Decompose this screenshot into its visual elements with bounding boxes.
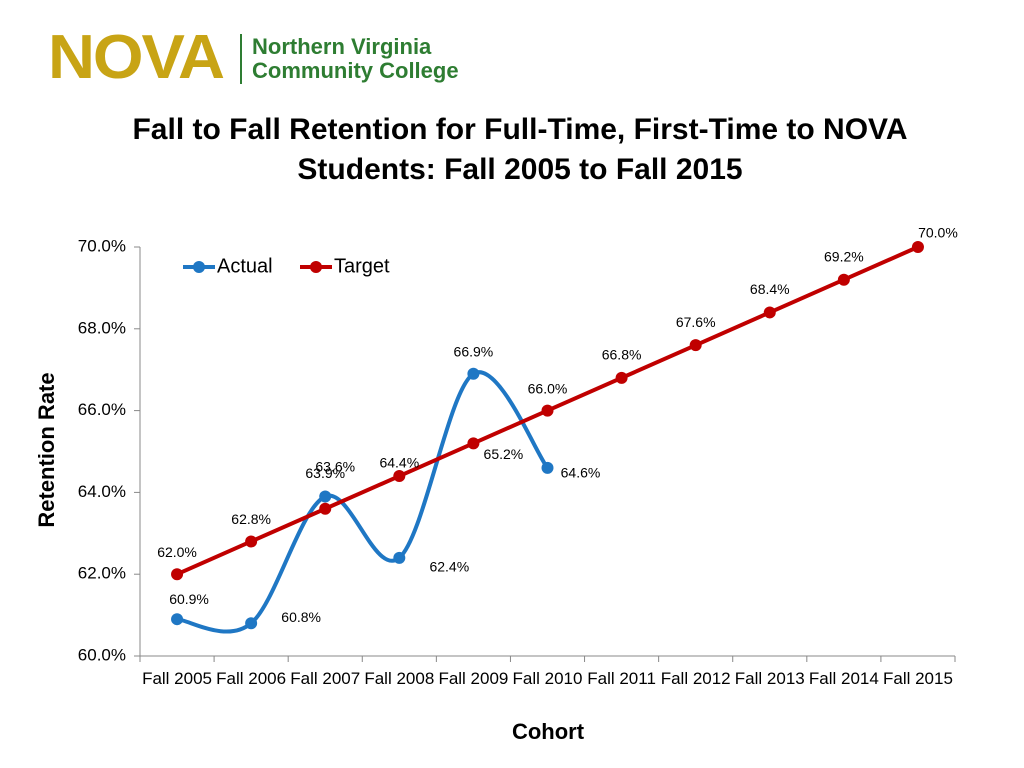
x-tick-label: Fall 2009	[438, 669, 509, 688]
x-tick-label: Fall 2015	[882, 669, 953, 688]
y-tick-label: 64.0%	[78, 482, 126, 501]
data-point	[245, 617, 258, 630]
x-tick-label: Fall 2012	[660, 669, 731, 688]
legend-label: Target	[334, 255, 390, 277]
data-label: 60.8%	[281, 609, 321, 625]
x-tick-label: Fall 2005	[142, 669, 212, 688]
x-tick-label: Fall 2014	[808, 669, 879, 688]
data-label: 65.2%	[484, 446, 524, 462]
data-label: 67.6%	[676, 314, 716, 330]
data-label: 70.0%	[918, 225, 958, 241]
data-label: 68.4%	[750, 281, 790, 297]
y-tick-label: 68.0%	[78, 318, 126, 337]
y-tick-label: 70.0%	[78, 236, 126, 255]
data-point	[467, 367, 480, 380]
data-point	[689, 339, 702, 352]
data-label: 64.6%	[561, 465, 601, 481]
data-label: 62.8%	[231, 511, 271, 527]
x-tick-label: Fall 2010	[512, 669, 583, 688]
data-label: 66.0%	[528, 380, 568, 396]
data-label: 62.0%	[157, 544, 197, 560]
data-label: 64.4%	[379, 455, 419, 471]
x-axis-title: Cohort	[511, 719, 585, 744]
data-label: 63.9%	[305, 465, 345, 481]
logo-divider	[240, 34, 242, 84]
data-point	[467, 437, 480, 450]
data-point	[837, 273, 850, 286]
y-axis-title: Retention Rate	[34, 372, 59, 527]
data-point	[541, 461, 554, 474]
legend-label: Actual	[217, 255, 273, 277]
data-point	[393, 470, 406, 483]
data-point	[171, 613, 184, 626]
y-tick-label: 62.0%	[78, 564, 126, 583]
x-tick-label: Fall 2008	[364, 669, 435, 688]
data-point	[615, 371, 628, 384]
legend-marker	[310, 261, 322, 273]
x-tick-label: Fall 2011	[587, 669, 656, 688]
data-point	[319, 490, 332, 503]
chart-title: Fall to Fall Retention for Full-Time, Fi…	[132, 113, 908, 186]
y-tick-label: 66.0%	[78, 400, 126, 419]
college-name: Northern Virginia	[252, 34, 432, 59]
x-tick-label: Fall 2013	[734, 669, 805, 688]
data-point	[763, 306, 776, 319]
data-label: 63.6%	[315, 458, 355, 474]
data-label: 66.8%	[602, 347, 642, 363]
data-point	[171, 568, 184, 581]
x-tick-label: Fall 2007	[290, 669, 361, 688]
data-point	[911, 241, 924, 253]
data-point	[245, 535, 258, 548]
logo: NOVA	[48, 23, 225, 92]
data-point	[393, 551, 406, 564]
data-point	[319, 502, 332, 515]
data-point	[541, 404, 554, 417]
data-label: 60.9%	[169, 591, 209, 607]
college-name: Community College	[252, 58, 459, 83]
data-label: 69.2%	[824, 248, 864, 264]
x-tick-label: Fall 2006	[216, 669, 287, 688]
data-label: 66.9%	[454, 343, 494, 359]
y-tick-label: 60.0%	[78, 645, 126, 664]
data-label: 62.4%	[429, 559, 469, 575]
series-line	[176, 370, 550, 634]
legend-marker	[193, 261, 205, 273]
